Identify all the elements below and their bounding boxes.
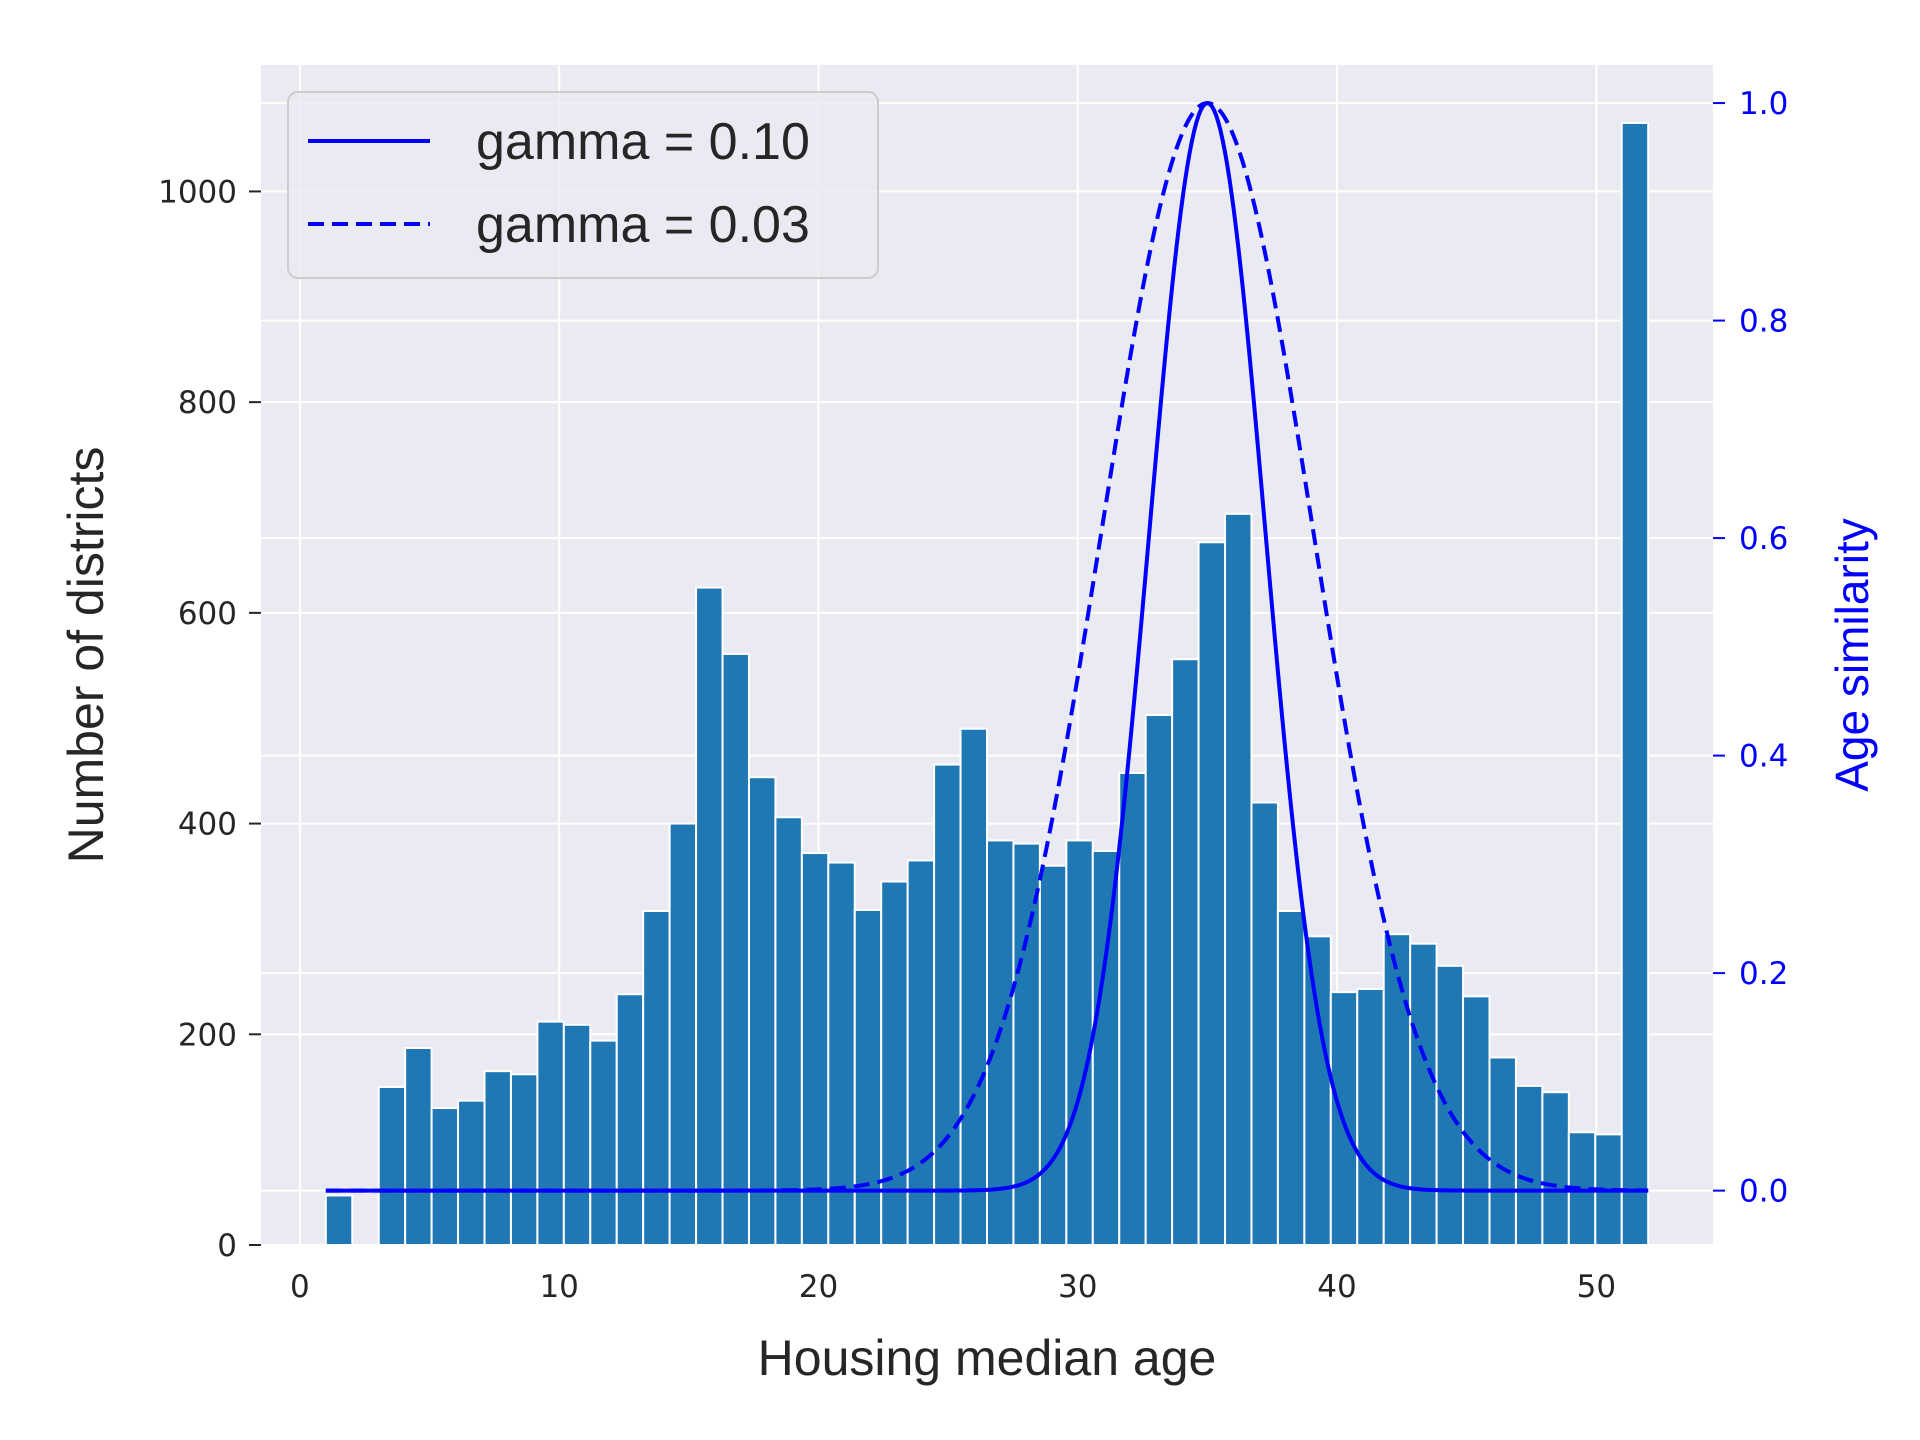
histogram-bar	[430, 1107, 460, 1247]
right-y-tick-label: 0.2	[1739, 956, 1788, 992]
histogram-bar	[695, 586, 724, 1246]
histogram-bar	[1356, 987, 1385, 1246]
histogram-bar	[457, 1099, 486, 1247]
histogram-bar	[668, 822, 698, 1246]
histogram-bar	[536, 1020, 565, 1247]
right-y-tick-label: 0.6	[1739, 521, 1788, 557]
histogram-bar	[324, 1194, 354, 1247]
histogram-bar	[1488, 1056, 1517, 1246]
histogram-bar	[1462, 995, 1491, 1246]
y-tick-label: 1000	[158, 174, 237, 210]
right-y-tick-label: 1.0	[1739, 86, 1788, 122]
right-y-axis-title: Age similarity	[1826, 518, 1878, 792]
histogram-bar	[1197, 541, 1227, 1246]
histogram-bar	[747, 776, 777, 1246]
histogram-bar	[1276, 910, 1306, 1247]
right-y-tick-label: 0.8	[1739, 304, 1788, 340]
histogram-bar	[1620, 121, 1650, 1247]
histogram-bar	[615, 993, 645, 1246]
x-tick-label: 10	[539, 1269, 578, 1305]
x-tick-label: 0	[290, 1269, 310, 1305]
histogram-bar	[933, 763, 962, 1246]
histogram-bar	[1250, 801, 1279, 1246]
histogram-bars	[324, 121, 1650, 1247]
histogram-bar	[1118, 772, 1147, 1246]
histogram-bar	[721, 652, 750, 1246]
histogram-bar	[853, 908, 883, 1246]
histogram-bar	[1224, 512, 1253, 1246]
y-tick-label: 400	[178, 807, 237, 843]
histogram-bar	[880, 880, 909, 1247]
x-axis-title: Housing median age	[758, 1330, 1217, 1386]
histogram-bar	[1435, 964, 1465, 1247]
histogram-bar	[377, 1085, 407, 1246]
legend-box	[287, 91, 879, 279]
histogram-bar	[1091, 849, 1121, 1246]
x-tick-label: 20	[799, 1269, 838, 1305]
histogram-bar	[986, 839, 1015, 1247]
right-y-tick-label: 0.4	[1739, 739, 1788, 775]
histogram-bar	[1329, 991, 1359, 1247]
histogram-bar	[483, 1070, 512, 1247]
histogram-bar	[562, 1023, 592, 1247]
histogram-bar	[959, 727, 988, 1246]
histogram-bar	[906, 859, 936, 1246]
histogram-bar	[774, 816, 803, 1246]
y-tick-label: 800	[178, 385, 237, 421]
histogram-bar	[1038, 864, 1068, 1246]
histogram-bar	[1065, 839, 1094, 1247]
similarity-curves	[325, 100, 1649, 1193]
histogram-bar	[827, 861, 856, 1247]
histogram-bar	[642, 910, 671, 1247]
x-tick-label: 30	[1058, 1269, 1097, 1305]
histogram-bar	[509, 1073, 539, 1246]
y-axis-title: Number of districts	[58, 447, 114, 864]
legend-entry-gamma-003: gamma = 0.03	[476, 196, 810, 254]
legend: gamma = 0.10 gamma = 0.03	[287, 91, 879, 279]
histogram-bar	[404, 1046, 433, 1247]
histogram-bar	[1382, 933, 1412, 1246]
axis-ticks: 0 200 400 600 800 1000 0.0 0.2 0.4 0.6 0.8 1.0 0 10 20…	[158, 86, 1788, 1305]
histogram-bar	[1541, 1091, 1570, 1247]
x-tick-label: 40	[1317, 1269, 1356, 1305]
similarity-curve	[325, 101, 1649, 1193]
histogram-bar	[1144, 714, 1174, 1246]
histogram-bar	[1514, 1084, 1544, 1247]
histogram-bar	[1171, 658, 1200, 1246]
y-tick-label: 600	[178, 596, 237, 632]
x-tick-label: 50	[1577, 1269, 1616, 1305]
histogram-bar	[1409, 942, 1438, 1247]
y-tick-label: 0	[217, 1228, 237, 1264]
y-tick-label: 200	[178, 1017, 237, 1053]
histogram-bar	[589, 1039, 618, 1247]
histogram-bar	[800, 852, 830, 1246]
legend-entry-gamma-010: gamma = 0.10	[476, 113, 810, 171]
histogram-bar	[1303, 935, 1332, 1247]
right-y-tick-label: 0.0	[1739, 1174, 1788, 1210]
